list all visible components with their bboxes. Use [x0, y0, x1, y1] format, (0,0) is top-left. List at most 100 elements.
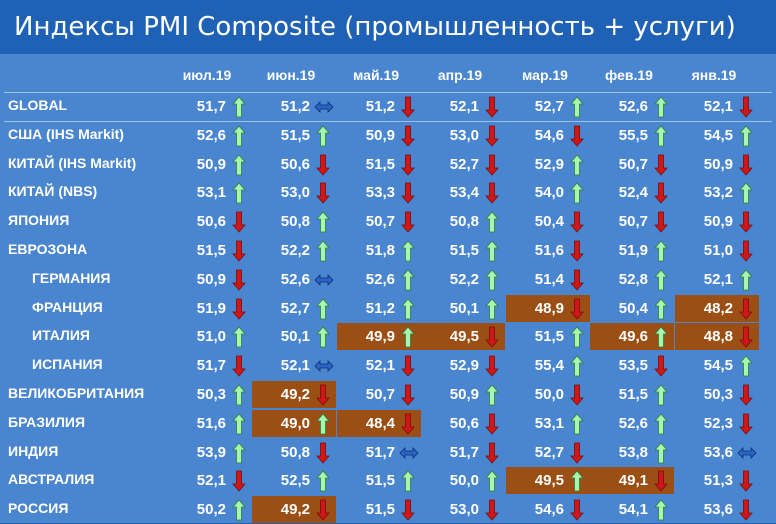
arrow-down-icon	[485, 154, 499, 176]
value-text: 52,3	[703, 414, 733, 432]
arrow-up-icon	[654, 125, 668, 147]
row-label: ЯПОНИЯ	[8, 212, 70, 229]
arrow-up-icon	[570, 326, 584, 348]
arrow-down-icon	[232, 470, 246, 493]
value-text: 51,5	[534, 328, 564, 346]
value-text: 48,8	[703, 328, 733, 346]
arrow-down-icon	[739, 240, 753, 262]
row-label: КИТАЙ (IHS Markit)	[8, 154, 137, 171]
arrow-down-icon	[401, 211, 415, 233]
value-text: 50,6	[196, 213, 226, 231]
value-cell: 54,0	[506, 179, 590, 206]
arrow-up-icon	[570, 355, 584, 377]
table-row: GLOBAL 51,7 51,2 51,2 52,1 52,7 52,6 52,1	[0, 92, 776, 121]
value-cell: 50,6	[168, 208, 252, 235]
arrow-down-icon	[739, 499, 753, 521]
value-text: 52,1	[196, 472, 226, 490]
row-label: ГЕРМАНИЯ	[32, 269, 111, 286]
value-cell: 51,7	[168, 93, 252, 120]
arrow-up-icon	[316, 326, 330, 348]
table-row: БРАЗИЛИЯ 51,6 49,0 48,4 50,6 53,1 52,6 52,3	[0, 409, 776, 438]
value-cell: 53,9	[168, 439, 252, 466]
value-cell: 52,3	[675, 410, 759, 437]
value-cell: 49,1	[590, 467, 674, 495]
table-row: АВСТРАЛИЯ 52,1 52,5 51,5 50,0 49,5 49,1 51,3	[0, 466, 776, 495]
value-text: 49,6	[618, 328, 648, 346]
value-text: 51,2	[365, 299, 395, 317]
arrow-down-icon	[316, 182, 330, 205]
value-cell: 50,9	[168, 266, 252, 293]
arrow-down-icon	[739, 384, 753, 406]
value-text: 51,7	[449, 443, 479, 461]
arrow-up-icon	[316, 125, 330, 147]
arrow-up-icon	[232, 125, 246, 147]
arrow-down-icon	[401, 499, 415, 521]
value-text: 49,5	[534, 472, 564, 490]
value-cell: 50,7	[590, 151, 674, 178]
value-cell: 51,0	[168, 323, 252, 350]
arrow-down-icon	[739, 470, 753, 493]
value-cell: 49,6	[590, 323, 674, 351]
value-text: 53,6	[703, 501, 733, 519]
value-text: 48,9	[534, 299, 564, 317]
value-text: 48,4	[365, 414, 395, 432]
arrow-up-icon	[570, 413, 584, 435]
table-row: ЯПОНИЯ 50,6 50,8 50,7 50,8 50,4 50,7 50,9	[0, 207, 776, 236]
value-text: 50,0	[534, 386, 564, 403]
arrow-down-icon	[570, 442, 584, 464]
arrow-down-icon	[485, 326, 499, 349]
value-text: 53,0	[280, 184, 310, 202]
value-text: 52,7	[449, 155, 479, 173]
value-text: 53,1	[534, 414, 564, 432]
pmi-table: июл.19 июн.19 май.19 апр.19 мар.19 фев.19 янв.…	[0, 54, 776, 524]
arrow-up-icon	[485, 297, 499, 320]
value-text: 50,9	[196, 270, 226, 288]
column-header: мар.19	[522, 67, 568, 83]
value-text: 52,2	[280, 242, 310, 259]
value-cell: 50,7	[337, 381, 421, 408]
value-text: 52,1	[449, 98, 479, 115]
value-cell: 50,3	[168, 381, 252, 408]
table-row: ФРАНЦИЯ 51,9 52,7 51,2 50,1 48,9 50,4 48,2	[0, 294, 776, 323]
table-row: ИНДИЯ 53,9 50,8 51,7 51,7 52,7 53,8 53,6	[0, 438, 776, 467]
arrow-down-icon	[654, 470, 668, 493]
value-cell: 50,7	[337, 208, 421, 235]
value-text: 50,2	[196, 501, 226, 519]
arrow-up-icon	[316, 297, 330, 320]
row-label: ИНДИЯ	[8, 442, 59, 459]
value-cell: 52,7	[506, 439, 590, 466]
value-cell: 51,0	[675, 237, 759, 264]
value-cell: 51,5	[337, 496, 421, 523]
value-text: 55,4	[534, 357, 564, 375]
value-text: 49,0	[280, 414, 310, 432]
arrow-up-icon	[316, 470, 330, 492]
value-text: 50,3	[703, 386, 733, 403]
arrow-up-icon	[316, 211, 330, 233]
table-row: КИТАЙ (IHS Markit) 50,9 50,6 51,5 52,7 52,9 50…	[0, 150, 776, 179]
value-cell: 49,2	[252, 381, 336, 408]
value-text: 52,7	[534, 443, 564, 461]
value-text: 51,7	[365, 443, 395, 461]
table-row: ЕВРОЗОНА 51,5 52,2 51,8 51,5 51,6 51,9 51,0	[0, 236, 776, 265]
arrow-up-icon	[654, 441, 668, 464]
value-text: 49,2	[280, 386, 310, 403]
value-text: 53,0	[449, 126, 479, 144]
value-text: 50,3	[196, 386, 226, 403]
value-cell: 52,1	[168, 467, 252, 494]
value-text: 50,7	[618, 155, 648, 173]
value-cell: 50,9	[675, 208, 759, 235]
value-text: 51,6	[196, 414, 226, 432]
value-cell: 52,6	[337, 266, 421, 293]
arrow-up-icon	[739, 355, 753, 377]
value-cell: 50,6	[252, 151, 336, 178]
value-cell: 50,6	[421, 410, 505, 437]
arrow-up-icon	[654, 240, 668, 262]
arrow-down-icon	[401, 96, 415, 118]
value-text: 53,0	[449, 501, 479, 519]
divider	[4, 92, 772, 93]
value-text: 51,6	[534, 242, 564, 259]
arrow-up-icon	[570, 182, 584, 204]
arrow-up-icon	[485, 384, 499, 406]
value-cell: 50,8	[252, 439, 336, 466]
value-text: 48,2	[703, 299, 733, 317]
